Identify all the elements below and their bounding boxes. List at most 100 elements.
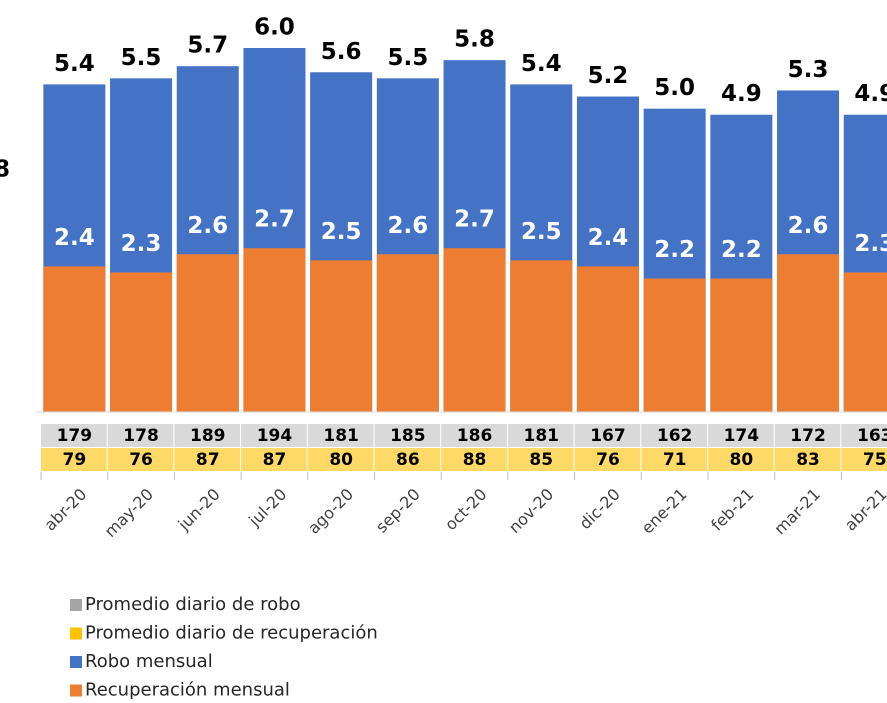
table-value: 88 (463, 450, 487, 470)
legend-swatch (70, 599, 82, 611)
table-value: 87 (263, 450, 287, 470)
legend-swatch (70, 656, 82, 668)
table-value: 80 (329, 450, 353, 470)
table-cell (174, 424, 241, 447)
x-tick-label: oct-20 (441, 485, 490, 534)
table-cell (41, 424, 107, 447)
table-value: 167 (590, 426, 626, 446)
legend-swatch (70, 627, 82, 640)
data-label: 2.2 (654, 237, 695, 263)
data-label: 5.5 (121, 45, 162, 71)
data-label: 2.4 (588, 225, 629, 251)
bar (643, 278, 706, 412)
bar (43, 266, 106, 412)
table-value: 181 (524, 426, 560, 446)
x-tick-label: jul-20 (244, 485, 290, 531)
legend-label: Promedio diario de recuperación (85, 623, 378, 644)
table-value: 85 (529, 450, 553, 470)
x-tick-label: ago-20 (304, 485, 357, 538)
legend-label: Robo mensual (85, 651, 213, 672)
annotation: 8 (0, 157, 10, 183)
table-value: 194 (257, 426, 293, 446)
table-value: 80 (730, 450, 754, 470)
table-cell (41, 448, 107, 471)
table-value: 174 (724, 426, 760, 446)
data-label: 2.5 (321, 219, 362, 245)
data-label: 5.8 (454, 27, 495, 53)
x-tick-label: feb-21 (707, 485, 757, 535)
table-cell (774, 424, 841, 447)
legend-label: Promedio diario de robo (85, 594, 301, 615)
table-value: 71 (663, 450, 687, 470)
table-value: 181 (323, 426, 359, 446)
table-cell (574, 424, 641, 447)
table-value: 186 (457, 426, 493, 446)
table-cell (641, 448, 707, 471)
table-value: 75 (863, 450, 887, 470)
table-value: 162 (657, 426, 693, 446)
data-label: 2.6 (187, 213, 228, 239)
data-label: 5.5 (387, 45, 428, 71)
table-value: 189 (190, 426, 226, 446)
table-cell (374, 424, 441, 447)
bar (243, 248, 306, 412)
table-value: 163 (857, 426, 887, 446)
table-cell (574, 448, 641, 471)
x-tick-label: sep-20 (372, 485, 424, 537)
bar (777, 254, 840, 412)
bar (843, 272, 887, 412)
table-value: 87 (196, 450, 220, 470)
table-cell (107, 448, 174, 471)
table-value: 172 (790, 426, 826, 446)
data-label: 2.7 (254, 207, 295, 233)
data-label: 6.0 (254, 15, 295, 41)
legend-swatch (70, 684, 82, 697)
bar (443, 248, 506, 412)
data-label: 4.9 (721, 81, 762, 107)
table-cell (307, 424, 374, 447)
x-tick-label: nov-20 (505, 485, 557, 537)
table-cell (107, 424, 174, 447)
bar (176, 254, 239, 412)
table-cell (841, 448, 887, 471)
data-label: 2.6 (387, 213, 428, 239)
table-cell (241, 424, 307, 447)
data-label: 2.3 (121, 231, 162, 257)
table-cell (841, 424, 887, 447)
table-value: 178 (123, 426, 159, 446)
data-label: 2.2 (721, 237, 762, 263)
table-cell (374, 448, 441, 471)
table-cell (441, 424, 507, 447)
bar (576, 266, 639, 412)
table-value: 185 (390, 426, 426, 446)
legend-label: Recuperación mensual (85, 680, 290, 701)
data-label: 5.0 (654, 75, 695, 101)
data-label: 2.7 (454, 207, 495, 233)
table-value: 179 (57, 426, 93, 446)
data-label: 5.6 (321, 39, 362, 65)
x-tick-label: mar-21 (770, 485, 824, 539)
table-value: 86 (396, 450, 420, 470)
data-label: 2.6 (788, 213, 829, 239)
table-cell (507, 424, 574, 447)
data-label: 5.4 (521, 51, 562, 77)
bar (310, 260, 373, 412)
bar (510, 260, 573, 412)
x-tick-label: ene-21 (638, 485, 691, 538)
x-tick-label: jun-20 (174, 485, 224, 535)
data-label: 5.3 (788, 57, 829, 83)
table-value: 83 (796, 450, 820, 470)
table-cell (174, 448, 241, 471)
table-value: 76 (596, 450, 620, 470)
data-label: 2.5 (521, 219, 562, 245)
table-cell (774, 448, 841, 471)
data-label: 4.9 (854, 81, 887, 107)
x-tick-label: may-20 (101, 485, 157, 541)
data-label: 5.7 (187, 33, 228, 59)
data-label: 2.3 (854, 231, 887, 257)
table-value: 79 (63, 450, 87, 470)
x-tick-label: dic-20 (576, 485, 624, 533)
table-cell (441, 448, 507, 471)
bar (110, 272, 173, 412)
